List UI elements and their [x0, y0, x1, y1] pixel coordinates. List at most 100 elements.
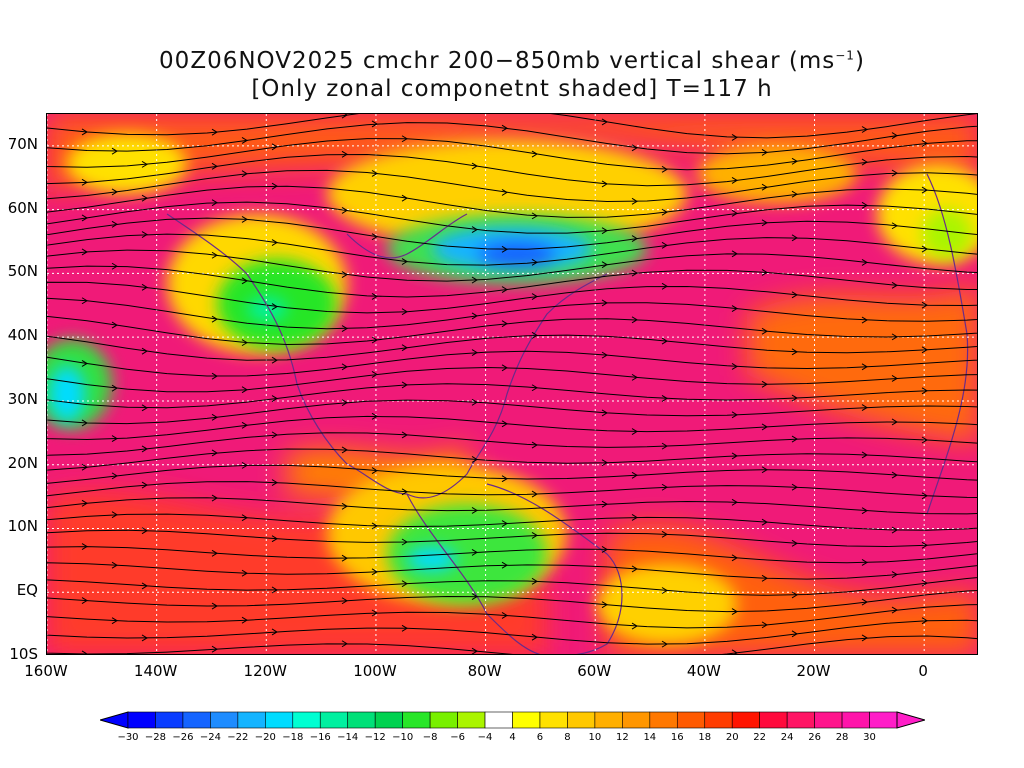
- flow-arrow-icon: [241, 461, 248, 469]
- flow-arrow-icon: [501, 475, 508, 483]
- colorbar-tick-label: −28: [144, 732, 166, 743]
- streamline: [47, 233, 977, 266]
- flow-arrow-icon: [81, 597, 88, 604]
- flow-arrow-icon: [271, 239, 278, 246]
- flow-arrow-icon: [401, 344, 408, 352]
- colorbar-swatch: [429, 711, 458, 729]
- streamline: [47, 619, 977, 645]
- flow-arrow-icon: [271, 356, 278, 364]
- flow-arrow-icon: [761, 219, 768, 227]
- flow-arrow-icon: [601, 500, 608, 508]
- lat-label-30N: 30N: [7, 389, 38, 408]
- flow-arrow-icon: [211, 199, 218, 207]
- shear-map: [47, 114, 977, 654]
- colorbar-tick-label: 22: [753, 732, 767, 743]
- lat-label-40N: 40N: [7, 326, 38, 345]
- flow-arrow-icon: [731, 649, 738, 654]
- flow-arrow-icon: [631, 197, 638, 205]
- flow-arrow-icon: [631, 565, 638, 573]
- lat-label-70N: 70N: [7, 134, 38, 153]
- colorbar-tick-label: −22: [227, 732, 249, 743]
- flow-arrow-icon: [921, 139, 928, 147]
- colorbar-tick-label: 10: [588, 732, 602, 743]
- flow-arrow-icon: [601, 601, 608, 609]
- flow-arrow-icon: [471, 226, 478, 234]
- colorbar-swatch: [292, 711, 321, 729]
- lat-label-EQ: EQ: [16, 581, 38, 600]
- flow-arrow-icon: [241, 277, 248, 285]
- lon-label-80W: 80W: [467, 662, 502, 680]
- map-title-line-2: [Only zonal componetnt shaded] T=117 h: [251, 76, 773, 102]
- colorbar-tick-label: −14: [337, 732, 359, 743]
- flow-arrow-icon: [371, 467, 378, 475]
- flow-arrow-icon: [81, 650, 88, 654]
- streamline: [47, 114, 977, 139]
- colorbar-tick-label: 8: [564, 732, 571, 743]
- flow-arrow-icon: [471, 548, 478, 556]
- flow-arrow-icon: [341, 446, 348, 454]
- colorbar-swatch: [676, 711, 706, 729]
- flow-arrow-icon: [211, 413, 218, 421]
- flow-arrow-icon: [731, 554, 738, 562]
- flow-arrow-icon: [531, 531, 538, 539]
- flow-arrow-icon: [371, 412, 378, 420]
- flow-arrow-icon: [401, 431, 408, 439]
- streamline: [47, 249, 977, 282]
- colorbar-swatch: [319, 711, 349, 729]
- flow-arrow-icon: [371, 568, 378, 576]
- streamlines: [47, 114, 977, 654]
- flow-arrow-icon: [81, 297, 88, 305]
- flow-arrow-icon: [371, 522, 378, 530]
- flow-arrow-icon: [661, 587, 668, 594]
- flow-arrow-icon: [601, 351, 608, 359]
- colorbar-swatch: [402, 711, 431, 729]
- flow-arrow-icon: [861, 316, 868, 324]
- streamline: [47, 577, 977, 596]
- flow-arrow-icon: [81, 214, 88, 222]
- flow-arrow-icon: [401, 258, 408, 265]
- streamline: [47, 383, 977, 409]
- flow-arrow-icon: [921, 186, 928, 194]
- flow-arrow-icon: [601, 227, 608, 235]
- flow-arrow-icon: [241, 514, 248, 522]
- flow-arrow-icon: [111, 511, 118, 519]
- flow-arrow-icon: [891, 606, 898, 614]
- colorbar-tick-label: −4: [477, 732, 493, 743]
- lon-label-60W: 60W: [577, 662, 612, 680]
- flow-arrow-icon: [761, 466, 768, 474]
- flow-arrow-icon: [761, 269, 768, 276]
- flow-arrow-icon: [531, 577, 538, 585]
- flow-arrow-icon: [141, 445, 148, 453]
- flow-arrow-icon: [341, 597, 348, 605]
- flow-arrow-icon: [601, 546, 608, 553]
- flow-arrow-icon: [761, 621, 768, 629]
- colorbar-swatch: [347, 711, 376, 729]
- flow-arrow-icon: [81, 499, 88, 507]
- streamline: [47, 185, 977, 218]
- flow-arrow-icon: [891, 132, 898, 140]
- flow-arrow-icon: [921, 436, 928, 444]
- colorbar-swatch: [649, 711, 678, 729]
- flow-arrow-icon: [791, 539, 798, 547]
- flow-arrow-icon: [241, 215, 248, 223]
- colorbar-swatch: [265, 711, 294, 729]
- flow-arrow-icon: [891, 169, 898, 177]
- flow-arrow-icon: [501, 364, 508, 372]
- colorbar-swatch: [155, 711, 184, 729]
- flow-arrow-icon: [271, 303, 278, 311]
- flow-arrow-icon: [501, 320, 508, 328]
- flow-arrow-icon: [271, 182, 278, 190]
- title-main-text: 00Z06NOV2025 cmchr 200−850mb vertical sh…: [159, 48, 836, 74]
- flow-arrow-icon: [531, 384, 538, 392]
- flow-arrow-icon: [401, 538, 408, 546]
- flow-arrow-icon: [661, 394, 668, 402]
- flow-arrow-icon: [791, 630, 798, 638]
- flow-arrow-icon: [631, 144, 638, 152]
- coastlines: [166, 173, 969, 654]
- flow-arrow-icon: [111, 472, 118, 480]
- flow-arrow-icon: [661, 483, 668, 491]
- flow-arrow-icon: [631, 235, 638, 243]
- flow-arrow-icon: [531, 633, 538, 641]
- flow-arrow-icon: [401, 135, 408, 143]
- flow-arrow-icon: [601, 409, 608, 417]
